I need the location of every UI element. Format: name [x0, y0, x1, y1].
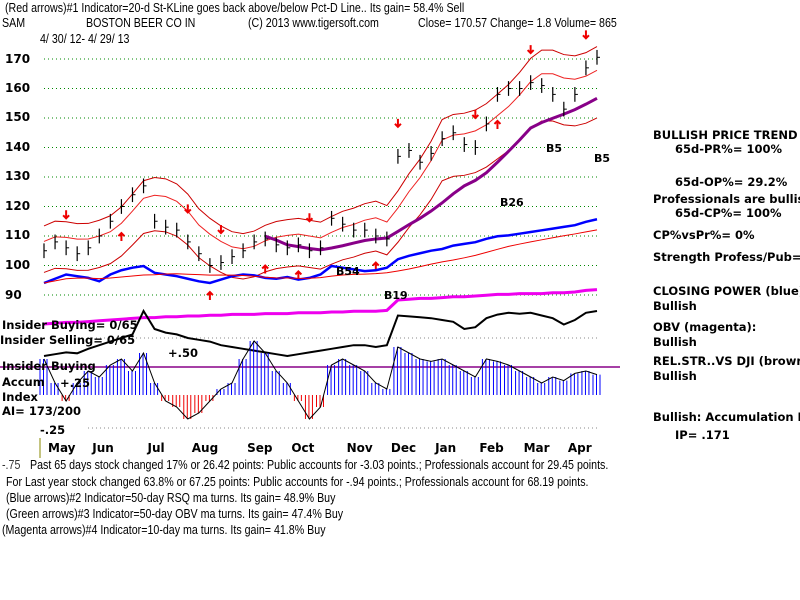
month-label: Feb: [479, 441, 504, 455]
red-down-arrow: [526, 45, 535, 55]
ai-plus50: +.50: [168, 346, 199, 360]
obv-label: OBV (magenta):: [653, 320, 757, 334]
month-label: May: [48, 441, 76, 455]
y-tick: 120: [5, 199, 31, 213]
red-down-arrow: [471, 110, 480, 120]
y-tick: 140: [5, 140, 31, 154]
red-down-arrow: [184, 204, 192, 214]
indicator-4-text: (Magenta arrows)#4 Indicator=10-day ma t…: [2, 522, 326, 537]
red-up-arrow: [261, 264, 269, 274]
red-down-arrow: [305, 213, 314, 223]
signal-label: B26: [500, 196, 524, 209]
cp-value: 65d-CP%= 100%: [675, 206, 782, 220]
y-tick: 100: [5, 258, 31, 272]
month-label: Nov: [347, 441, 373, 455]
relstr-state: Bullish: [653, 369, 697, 383]
month-label: Oct: [291, 441, 314, 455]
red-down-arrow: [582, 30, 590, 40]
ai-value: AI= 173/200: [2, 404, 82, 418]
copyright: (C) 2013 www.tigersoft.com: [248, 15, 379, 30]
insider-buying: Insider Buying= 0/65: [2, 318, 138, 332]
y-tick: 150: [5, 110, 31, 124]
insider-buying-2: Insider Buying: [2, 359, 96, 373]
red-down-arrow: [394, 118, 402, 129]
month-label: Apr: [568, 441, 592, 455]
accum-state: Bullish: Accumulation Rising: [653, 410, 800, 424]
relstr-label: REL.STR..VS DJI (brown):: [653, 354, 800, 368]
date-range: 4/ 30/ 12- 4/ 29/ 13: [40, 31, 130, 46]
overlap-label: -.75: [2, 457, 21, 472]
accum-line: [43, 340, 598, 420]
ai-plus25: +.25: [60, 376, 91, 390]
red-up-arrow: [493, 119, 502, 129]
ip-value: IP= .171: [675, 428, 730, 442]
past-65-days: Past 65 days stock changed 17% or 26.42 …: [30, 457, 609, 472]
red-up-arrow: [117, 231, 126, 242]
month-label: Jul: [147, 441, 165, 455]
upper-band: [43, 46, 598, 235]
red-down-arrow: [62, 210, 70, 220]
last-year: For Last year stock changed 63.8% or 67.…: [6, 474, 589, 489]
rel-strength-line: [43, 308, 598, 358]
signal-label: B19: [384, 289, 408, 302]
upper-inner-band: [43, 69, 598, 250]
month-label: Sep: [247, 441, 273, 455]
ma-65-line: [264, 97, 598, 252]
y-tick: 110: [5, 228, 31, 242]
month-label: Dec: [391, 441, 416, 455]
indicator-3-text: (Green arrows)#3 Indicator=50-day OBV ma…: [6, 506, 344, 521]
closing-power-ma: [43, 229, 598, 284]
cp-vs-pr: CP%vsPr%= 0%: [653, 228, 755, 242]
closing-power-state: Bullish: [653, 299, 697, 313]
month-label: Mar: [524, 441, 550, 455]
strength: Strength Profess/Pub= 9.7: [653, 250, 800, 264]
ai-minus25: -.25: [40, 423, 66, 437]
accum-label: Accum: [2, 375, 45, 389]
insider-selling: Insider Selling= 0/65: [0, 333, 136, 347]
red-up-arrow: [206, 290, 214, 301]
signal-label: B5: [546, 142, 562, 155]
obv-state: Bullish: [653, 335, 697, 349]
pr-value: 65d-PR%= 100%: [675, 142, 782, 156]
price-trend: BULLISH PRICE TREND: [653, 128, 798, 142]
closing-power-label: CLOSING POWER (blue):: [653, 284, 800, 298]
quote: Close= 170.57 Change= 1.8 Volume= 865: [418, 15, 617, 30]
op-value: 65d-OP%= 29.2%: [675, 175, 788, 189]
ticker: SAM: [2, 15, 26, 30]
indicator-2-text: (Blue arrows)#2 Indicator=50-day RSQ ma …: [6, 490, 336, 505]
y-tick: 90: [5, 288, 22, 302]
month-label: Aug: [192, 441, 218, 455]
indicator-1-text: (Red arrows)#1 Indicator=20-d St-KLine g…: [5, 0, 465, 15]
red-down-arrow: [217, 225, 225, 235]
closing-power-line: [43, 218, 598, 285]
obv-line: [43, 288, 598, 326]
month-label: Jan: [434, 441, 456, 455]
signal-label: B5: [594, 152, 610, 165]
y-tick: 160: [5, 81, 31, 95]
month-label: Jun: [91, 441, 114, 455]
company-name: BOSTON BEER CO IN: [86, 15, 196, 30]
y-tick: 130: [5, 169, 31, 183]
professionals: Professionals are bullish: [653, 192, 800, 206]
y-tick: 170: [5, 52, 31, 66]
index-label: Index: [2, 390, 38, 404]
signal-label: B54: [336, 265, 360, 278]
